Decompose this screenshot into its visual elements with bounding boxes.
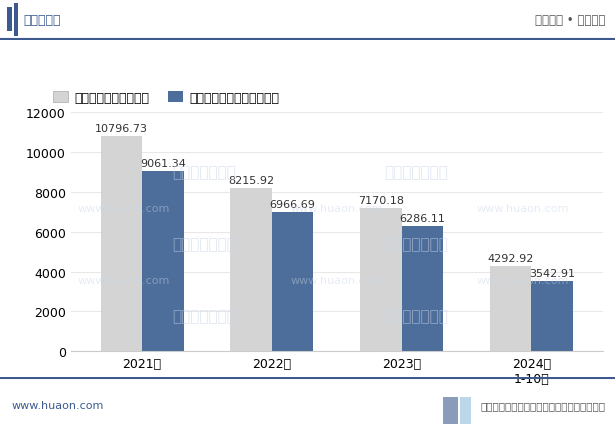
Bar xyxy=(142,171,184,351)
Bar xyxy=(443,397,458,423)
Text: 华经产业研究院: 华经产业研究院 xyxy=(384,308,448,323)
Legend: 商品房销售额（亿元）, 商品房住宅销售额（亿元）: 商品房销售额（亿元）, 商品房住宅销售额（亿元） xyxy=(48,86,284,109)
Text: 2021-2024年10月四川省房地产商品住宅及商品住宅现房销售额: 2021-2024年10月四川省房地产商品住宅及商品住宅现房销售额 xyxy=(129,53,486,71)
Text: www.huaon.com: www.huaon.com xyxy=(477,203,569,213)
Bar xyxy=(272,213,314,351)
Text: 华经产业研究院: 华经产业研究院 xyxy=(172,308,236,323)
Text: 3542.91: 3542.91 xyxy=(529,268,575,278)
Bar xyxy=(101,137,142,351)
Bar xyxy=(460,397,471,423)
Bar xyxy=(531,281,573,351)
Bar xyxy=(360,209,402,351)
Text: www.huaon.com: www.huaon.com xyxy=(11,400,103,410)
Bar xyxy=(14,4,18,36)
Text: www.huaon.com: www.huaon.com xyxy=(477,275,569,285)
Text: 4292.92: 4292.92 xyxy=(488,253,534,263)
Text: 华经情报网: 华经情报网 xyxy=(23,14,61,27)
Bar xyxy=(402,227,443,351)
Bar xyxy=(231,188,272,351)
Text: 6966.69: 6966.69 xyxy=(269,200,315,210)
Text: www.huaon.com: www.huaon.com xyxy=(290,275,383,285)
Text: www.huaon.com: www.huaon.com xyxy=(290,203,383,213)
Text: 6286.11: 6286.11 xyxy=(399,213,445,224)
Text: 7170.18: 7170.18 xyxy=(358,196,404,206)
Text: 华经产业研究院: 华经产业研究院 xyxy=(172,236,236,252)
Text: 专业严谨 • 客观科学: 专业严谨 • 客观科学 xyxy=(536,14,606,27)
Bar xyxy=(7,8,12,32)
Text: www.huaon.com: www.huaon.com xyxy=(77,203,170,213)
Text: 华经产业研究院: 华经产业研究院 xyxy=(172,165,236,180)
Text: 华经产业研究院: 华经产业研究院 xyxy=(384,165,448,180)
Text: 数据来源：国家统计局；华经产业研究院整理: 数据来源：国家统计局；华经产业研究院整理 xyxy=(481,400,606,410)
Text: www.huaon.com: www.huaon.com xyxy=(77,275,170,285)
Bar xyxy=(490,266,531,351)
Text: 8215.92: 8215.92 xyxy=(228,175,274,185)
Text: 10796.73: 10796.73 xyxy=(95,124,148,134)
Text: 华经产业研究院: 华经产业研究院 xyxy=(384,236,448,252)
Text: 9061.34: 9061.34 xyxy=(140,158,186,168)
